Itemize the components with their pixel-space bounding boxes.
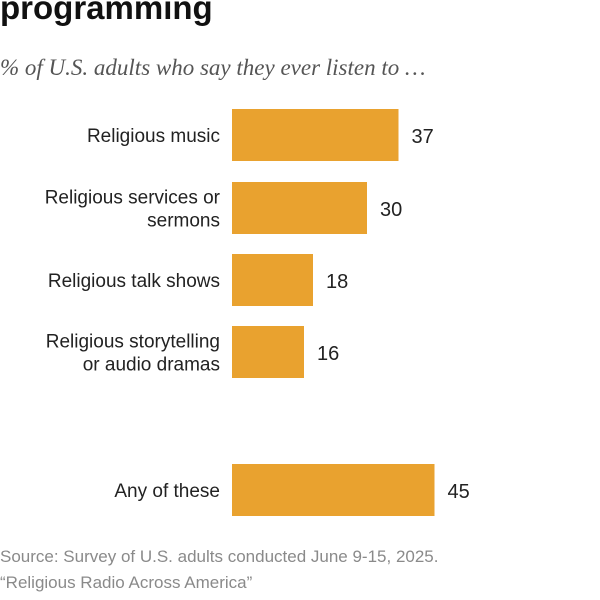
category-label: or audio dramas xyxy=(83,355,220,376)
data-label: 45 xyxy=(448,481,470,503)
data-label: 30 xyxy=(380,199,402,221)
category-label: Religious services or xyxy=(45,188,221,209)
source-note: Source: Survey of U.S. adults conducted … xyxy=(0,547,439,566)
bar xyxy=(232,464,435,516)
chart-footer: Source: Survey of U.S. adults conducted … xyxy=(0,544,439,596)
category-label: sermons xyxy=(147,211,220,232)
bar xyxy=(232,254,313,306)
chart-subtitle: % of U.S. adults who say they ever liste… xyxy=(0,55,426,80)
chart-title: programming xyxy=(0,0,213,26)
category-label: Religious talk shows xyxy=(48,271,220,292)
bar xyxy=(232,109,399,161)
category-label: Any of these xyxy=(114,481,220,502)
category-label: Religious storytelling xyxy=(46,332,220,353)
data-label: 37 xyxy=(412,126,434,148)
bar xyxy=(232,182,367,234)
data-label: 18 xyxy=(326,271,348,293)
category-label: Religious music xyxy=(87,126,220,147)
bar-group: 37 Religious music 30 Religious services or… xyxy=(45,109,470,516)
data-label: 16 xyxy=(317,343,339,365)
bar xyxy=(232,326,304,378)
report-note: “Religious Radio Across America” xyxy=(0,573,253,592)
